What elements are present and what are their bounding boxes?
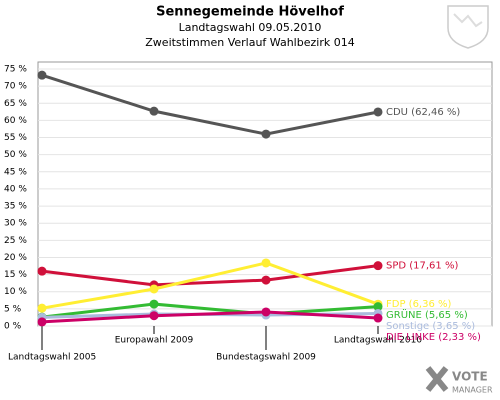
chart-subtitle: Landtagswahl 09.05.2010 [179, 21, 322, 34]
series-line [41, 264, 379, 287]
legend-label: FDP (6,36 %) [386, 299, 452, 310]
y-tick-label: 10 % [4, 287, 27, 297]
y-tick-label: 75 % [4, 65, 27, 75]
data-point [37, 70, 47, 80]
data-point [149, 311, 159, 321]
y-tick-label: 50 % [4, 150, 27, 160]
x-tick-label: Bundestagswahl 2009 [216, 353, 316, 363]
data-point [373, 302, 383, 312]
y-tick-label: 25 % [4, 236, 27, 246]
series-line [41, 73, 379, 136]
data-point [373, 313, 383, 323]
data-point [261, 129, 271, 139]
data-point [149, 299, 159, 309]
x-tick-label: Landtagswahl 2005 [8, 353, 96, 363]
series-line [41, 261, 379, 310]
x-tick-label: Landtagswahl 2010 [334, 336, 423, 346]
data-point [261, 275, 271, 285]
y-tick-label: 40 % [4, 184, 27, 194]
legend-label: DIE LINKE (2,33 %) [386, 332, 481, 343]
y-tick-label: 30 % [4, 219, 27, 229]
y-tick-label: 20 % [4, 253, 27, 263]
data-point [373, 261, 383, 271]
data-point [373, 107, 383, 117]
series-line [41, 302, 379, 319]
series-line [41, 310, 379, 324]
y-tick-label: 5 % [4, 304, 22, 314]
data-point [261, 258, 271, 268]
y-tick-label: 45 % [4, 167, 27, 177]
data-point [37, 303, 47, 313]
data-point [37, 317, 47, 327]
data-point [149, 284, 159, 294]
data-point [261, 307, 271, 317]
y-tick-label: 60 % [4, 116, 27, 126]
legend-label: CDU (62,46 %) [386, 107, 460, 118]
y-tick-label: 15 % [4, 270, 27, 280]
chart-title: Sennegemeinde Hövelhof [156, 5, 344, 20]
data-point [149, 106, 159, 116]
y-tick-label: 35 % [4, 202, 27, 212]
logo-text: MANAGER [452, 386, 493, 395]
y-tick-label: 55 % [4, 133, 27, 143]
data-point [37, 266, 47, 276]
chart-subtitle: Zweitstimmen Verlauf Wahlbezirk 014 [145, 36, 354, 49]
x-tick-label: Europawahl 2009 [115, 336, 194, 346]
legend-label: GRÜNE (5,65 %) [386, 308, 468, 321]
legend-label: SPD (17,61 %) [386, 261, 458, 272]
logo-text: VOTE [452, 370, 488, 384]
y-tick-label: 0 % [4, 322, 22, 332]
y-tick-label: 65 % [4, 99, 27, 109]
legend-label: Sonstige (3,65 %) [386, 321, 475, 332]
crest [447, 5, 489, 49]
y-tick-label: 70 % [4, 82, 27, 92]
logo: VOTE MANAGER [425, 366, 493, 395]
